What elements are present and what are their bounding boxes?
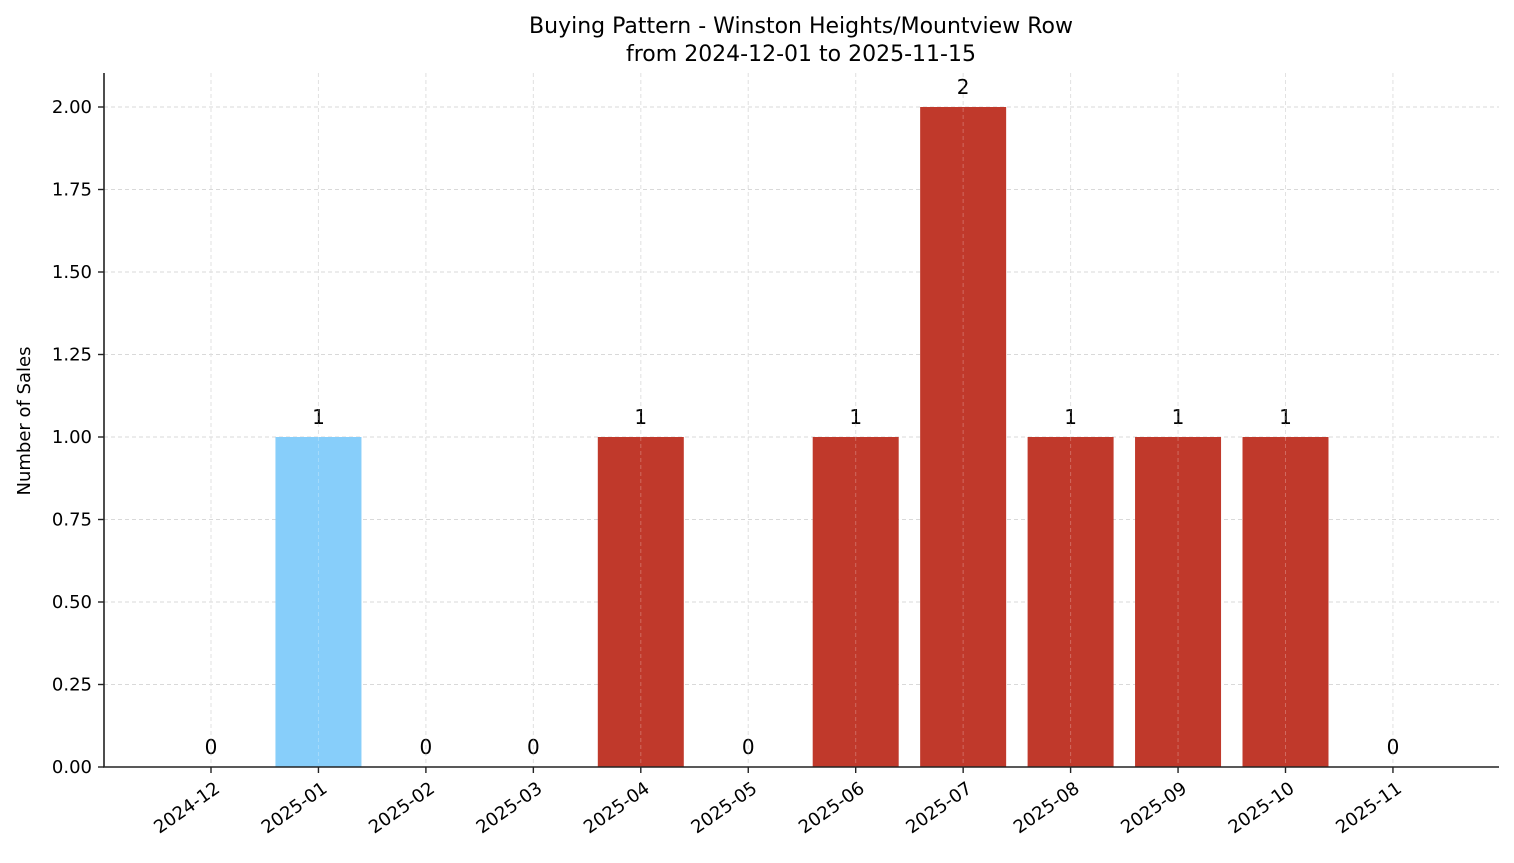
bar-value-label: 2: [957, 75, 970, 99]
bar-value-label: 0: [205, 735, 218, 759]
bar-value-label: 1: [634, 405, 647, 429]
bar-value-label: 1: [1172, 405, 1185, 429]
x-tick-label: 2025-02: [365, 778, 439, 838]
axes: [103, 73, 1499, 768]
x-tick-label: 2025-03: [473, 778, 547, 838]
bar-2025-01: [275, 437, 362, 767]
bar-value-label: 1: [849, 405, 862, 429]
y-tick-label: 0.25: [52, 675, 92, 696]
bars: [275, 107, 1329, 767]
x-tick-label: 2025-01: [258, 778, 332, 838]
x-tick-label: 2025-06: [795, 778, 869, 838]
y-tick-label: 0.50: [52, 592, 92, 613]
y-tick-label: 0.75: [52, 510, 92, 531]
bar-value-label: 1: [1064, 405, 1077, 429]
bar-2025-04: [597, 437, 684, 767]
y-tick-label: 1.25: [52, 345, 92, 366]
bar-value-label: 0: [527, 735, 540, 759]
bar-value-labels: 0 1 0 0 1 0 1 2 1 1 1 0: [205, 73, 1400, 767]
bar-value-label: 0: [1387, 735, 1400, 759]
x-tick-label: 2025-08: [1010, 778, 1084, 838]
bar-2025-06: [812, 437, 899, 767]
bar-value-label: 0: [420, 735, 433, 759]
x-tick-label: 2025-11: [1332, 778, 1406, 838]
bar-2025-07: [920, 107, 1007, 767]
y-axis-ticks: 0.00 0.25 0.50 0.75 1.00 1.25 1.50 1.75 2.00: [52, 97, 104, 778]
x-tick-label: 2025-05: [687, 778, 761, 838]
y-tick-label: 1.50: [52, 262, 92, 283]
y-tick-label: 2.00: [52, 97, 92, 118]
x-tick-label: 2024-12: [150, 778, 224, 838]
y-tick-label: 1.75: [52, 180, 92, 201]
y-tick-label: 1.00: [52, 427, 92, 448]
bar-2025-09: [1135, 437, 1222, 767]
bar-value-label: 1: [312, 405, 325, 429]
x-tick-label: 2025-09: [1117, 778, 1191, 838]
x-tick-label: 2025-04: [580, 778, 654, 838]
bar-value-label: 1: [1279, 405, 1292, 429]
bar-2025-08: [1027, 437, 1114, 767]
x-axis-ticks: 2024-12 2025-01 2025-02 2025-03 2025-04 2025-…: [150, 767, 1406, 838]
chart-title: Buying Pattern - Winston Heights/Mountvi…: [529, 14, 1073, 39]
bar-2025-10: [1242, 437, 1329, 767]
x-tick-label: 2025-07: [902, 778, 976, 838]
y-axis-label: Number of Sales: [14, 346, 35, 495]
y-tick-label: 0.00: [52, 757, 92, 778]
bar-value-label: 0: [742, 735, 755, 759]
x-tick-label: 2025-10: [1225, 778, 1299, 838]
chart-subtitle: from 2024-12-01 to 2025-11-15: [626, 42, 976, 67]
